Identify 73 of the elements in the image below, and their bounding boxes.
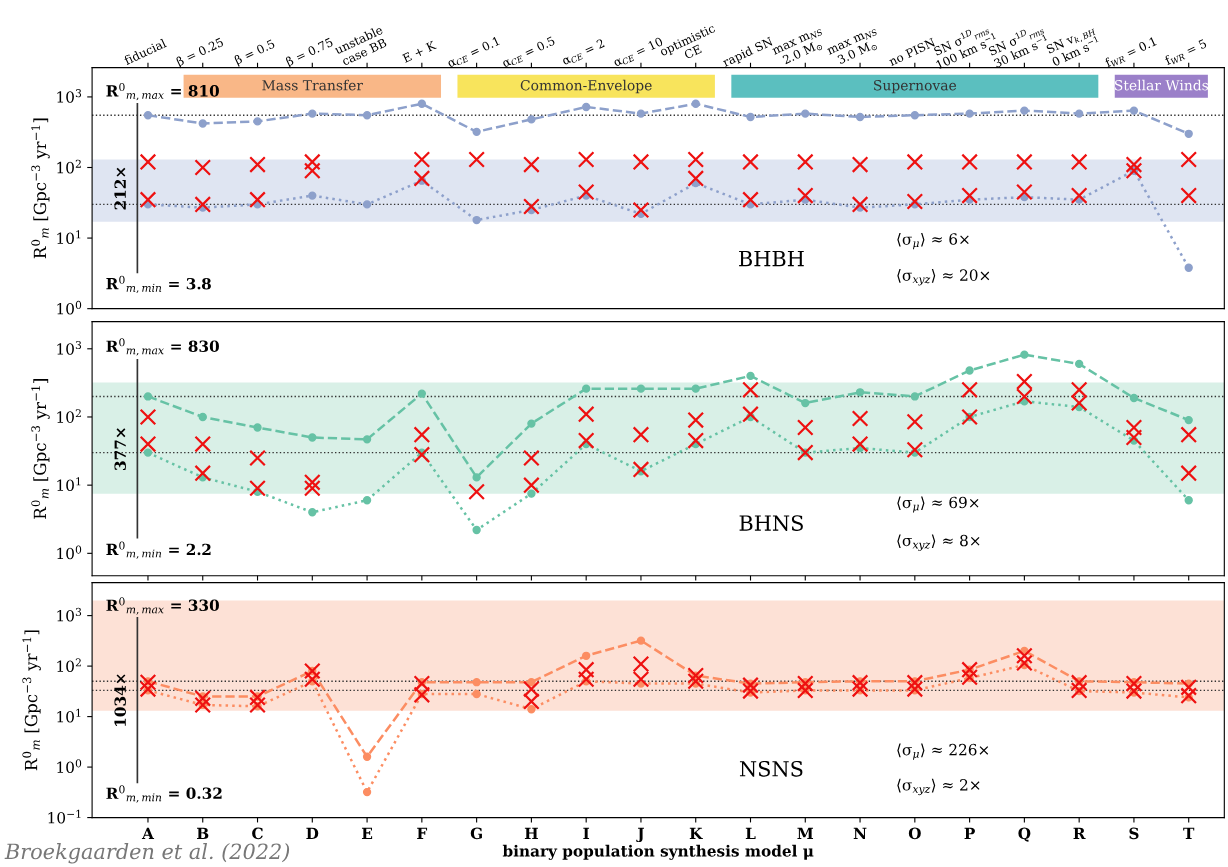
x-tick-label: A: [141, 827, 155, 839]
y-tick-label: 10$^{2}$: [57, 409, 81, 423]
x-axis-title: binary population synthesis model μ: [502, 844, 814, 860]
band-label: Stellar Winds: [1115, 79, 1209, 91]
y-tick-label: 10$^{1}$: [57, 230, 81, 244]
x-tick-label: α$_{CE}$ = 2: [561, 38, 606, 67]
annotation: ⟨σ$_{xyz}$⟩ ≈ 20×: [897, 269, 990, 286]
x-tick-label: R: [1073, 827, 1086, 839]
x-tick-label: B: [197, 827, 209, 839]
x-tick-label: β = 0.75: [285, 37, 335, 69]
band-label: Supernovae: [874, 79, 957, 94]
band-label: Mass Transfer: [262, 79, 364, 91]
text: Broekgaarden et al. (2022): [4, 843, 290, 864]
annotation: BHNS: [739, 515, 803, 531]
x-tick-label: T: [1183, 827, 1195, 839]
annotation: 377×: [114, 428, 126, 470]
x-tick-label: P: [964, 827, 975, 839]
annotation: ⟨σ$_{μ}$⟩ ≈ 69×: [897, 496, 979, 513]
y-tick-label: 10$^{0}$: [57, 759, 82, 773]
x-tick-label: no PISN: [888, 37, 936, 67]
annotation: ⟨σ$_{μ}$⟩ ≈ 226×: [897, 743, 989, 760]
annotation: R$^{0}$$_{m,min}$ = 2.2: [106, 541, 211, 559]
x-tick-label: L: [745, 827, 756, 839]
y-tick-label: 10$^{3}$: [57, 89, 82, 103]
annotation: R$^{0}$$_{m,max}$ = 830: [106, 338, 219, 356]
annotation: R$^{0}$$_{m,max}$ = 330: [106, 597, 219, 615]
x-tick-label: I: [583, 827, 590, 839]
y-tick-label: 10$^{2}$: [57, 658, 81, 673]
y-tick-label: 10$^{2}$: [57, 159, 81, 174]
y-tick-label: 10$^{3}$: [57, 607, 82, 622]
annotation: ⟨σ$_{xyz}$⟩ ≈ 8×: [897, 534, 980, 551]
x-tick-label: C: [252, 827, 263, 840]
x-tick-label: SN v$_{k,BH}$ 0 km s$^{−1}$: [1045, 24, 1101, 67]
x-tick-label: f$_{WR}$ = 5: [1164, 38, 1208, 67]
annotation: ⟨σ$_{μ}$⟩ ≈ 6×: [897, 232, 969, 250]
x-tick-label: f$_{WR}$ = 0.1: [1104, 36, 1158, 69]
x-tick-label: α$_{CE}$ = 0.5: [501, 36, 557, 70]
annotation: R$^{0}$$_{m,min}$ = 3.8: [106, 275, 211, 294]
x-tick-label: O: [908, 827, 921, 840]
x-tick-label: N: [853, 827, 867, 839]
x-tick-label: M: [797, 827, 814, 839]
y-axis-title: R$^{0}$$_{m}$ [Gpc$^{−3}$ yr$^{−1}$]: [22, 630, 41, 771]
y-tick-label: 10$^{−1}$: [48, 809, 81, 824]
y-tick-label: 10$^{1}$: [57, 708, 81, 723]
x-tick-label: D: [306, 827, 319, 839]
x-tick-label: E: [361, 827, 373, 839]
x-tick-label: S: [1129, 827, 1139, 840]
x-tick-label: β = 0.25: [175, 37, 225, 69]
y-tick-label: 10$^{0}$: [57, 300, 82, 315]
annotation: NSNS: [739, 760, 803, 777]
y-tick-label: 10$^{0}$: [57, 545, 82, 560]
annotation: 212×: [114, 167, 126, 210]
x-tick-label: β = 0.5: [233, 38, 277, 67]
y-axis-title: R$^{0}$$_{m}$ [Gpc$^{−3}$ yr$^{−1}$]: [31, 118, 50, 259]
y-tick-label: 10$^{3}$: [57, 341, 82, 355]
y-tick-label: 10$^{1}$: [57, 477, 81, 492]
annotation: R$^{0}$$_{m,max}$ = 810: [106, 82, 219, 101]
annotation: ⟨σ$_{xyz}$⟩ ≈ 2×: [897, 778, 980, 796]
x-tick-label: F: [417, 827, 428, 839]
annotation: 1034×: [114, 674, 126, 726]
y-axis-title: R$^{0}$$_{m}$ [Gpc$^{−3}$ yr$^{−1}$]: [31, 379, 50, 519]
x-tick-label: α$_{CE}$ = 0.1: [446, 36, 501, 70]
x-tick-label: K: [689, 827, 703, 839]
annotation: BHBH: [739, 251, 804, 267]
x-tick-label: J: [636, 827, 644, 843]
x-tick-label: G: [470, 827, 482, 840]
x-tick-label: H: [524, 827, 538, 839]
x-tick-label: E + K: [401, 40, 437, 63]
band-label: Common-Envelope: [520, 79, 652, 94]
x-tick-label: max m$_{NS}$ 3.0 M$_{⊙}$: [827, 27, 878, 66]
x-tick-label: max m$_{NS}$ 2.0 M$_{⊙}$: [772, 27, 823, 66]
x-tick-label: Q: [1018, 827, 1031, 842]
annotation: R$^{0}$$_{m,min}$ = 0.32: [106, 785, 222, 803]
